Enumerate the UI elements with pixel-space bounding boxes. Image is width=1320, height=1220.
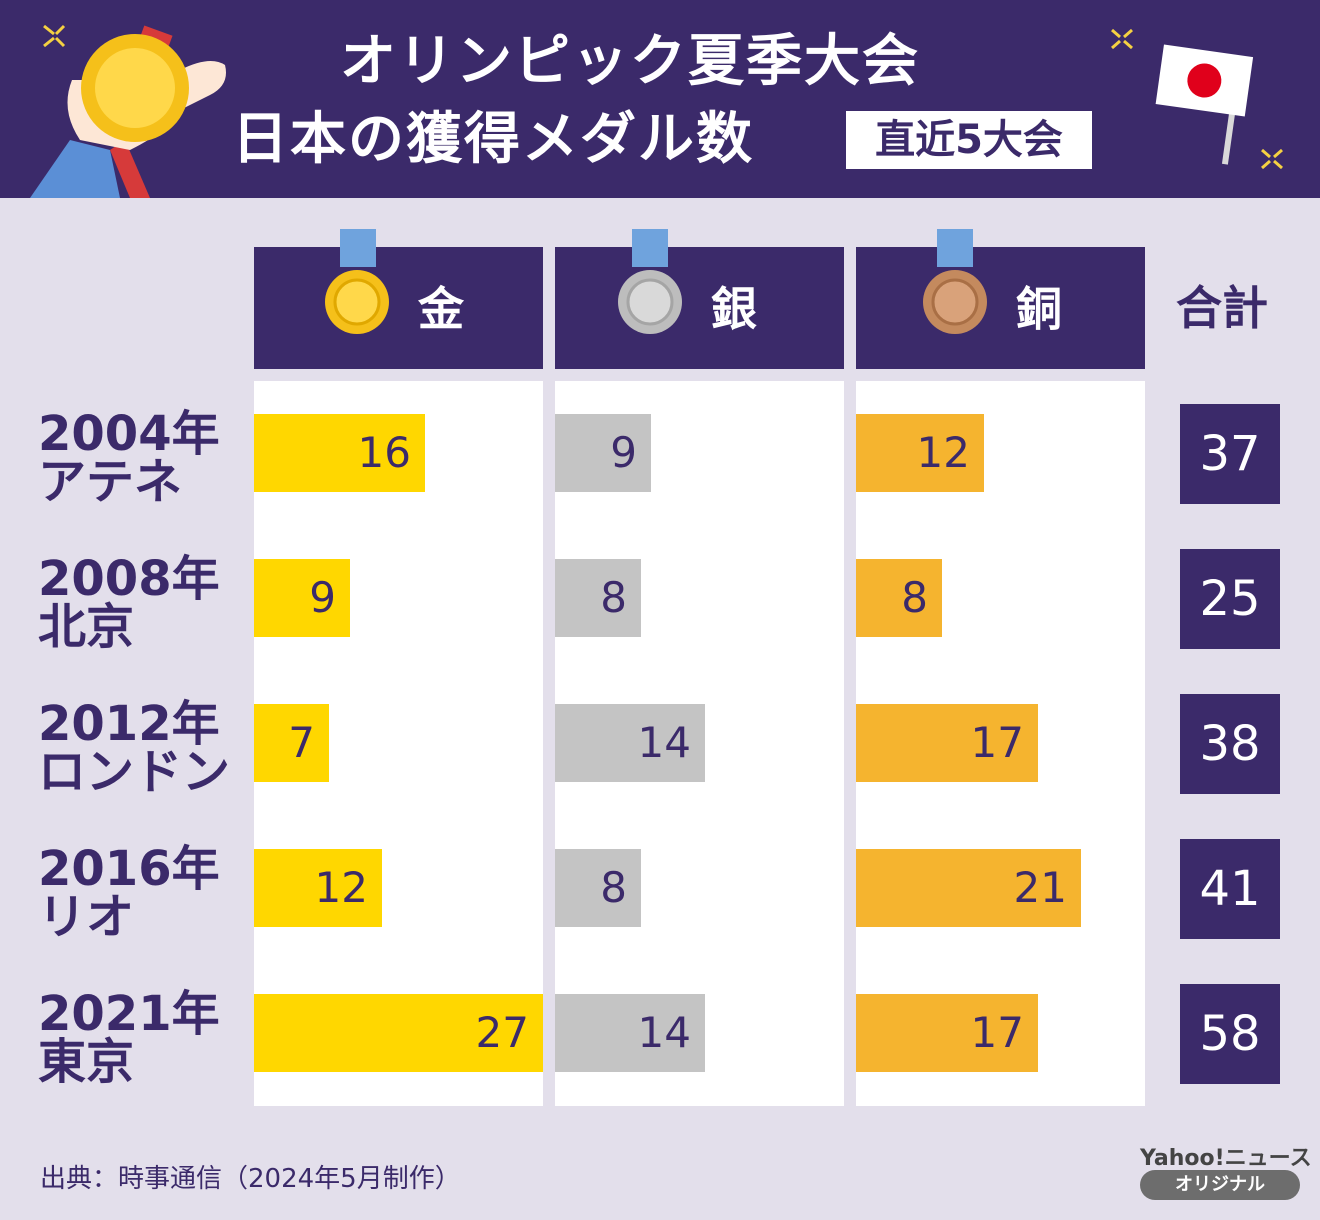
hand-with-medal-icon	[30, 25, 226, 198]
yahoo-news-logo: Yahoo!ニュース	[1140, 1146, 1312, 1171]
bronze-bar: 17	[856, 994, 1038, 1072]
row-year: 2021年	[38, 986, 220, 1042]
row-label-2008: 2008年 北京	[38, 555, 220, 651]
gold-bar: 16	[254, 414, 425, 492]
title-line-1: オリンピック夏季大会	[340, 29, 920, 94]
silver-bar: 14	[555, 704, 705, 782]
total-2004: 37	[1180, 404, 1280, 504]
silver-bar-column: 9 8 14 8 14	[555, 381, 844, 1106]
bronze-medal-icon	[923, 270, 987, 334]
row-label-2012: 2012年 ロンドン	[38, 700, 230, 796]
header-illustration	[30, 24, 1283, 198]
row-year: 2012年	[38, 696, 220, 752]
column-label-bronze: 銅	[1016, 282, 1062, 336]
row-city: ロンドン	[38, 744, 231, 800]
row-year: 2008年	[38, 551, 220, 607]
bronze-bar: 8	[856, 559, 942, 637]
gold-bar: 12	[254, 849, 382, 927]
bronze-bar: 17	[856, 704, 1038, 782]
column-header-bronze: 銅	[856, 229, 1145, 369]
column-label-silver: 銀	[711, 282, 757, 336]
row-year: 2004年	[38, 406, 220, 462]
silver-bar: 14	[555, 994, 705, 1072]
gold-bar: 7	[254, 704, 329, 782]
row-city: アテネ	[38, 454, 183, 510]
header-banner: オリンピック夏季大会 日本の獲得メダル数 直近5大会	[0, 0, 1320, 198]
gold-medal-icon	[325, 270, 389, 334]
gold-bar: 27	[254, 994, 543, 1072]
bronze-bar: 21	[856, 849, 1081, 927]
japan-flag-icon	[1155, 44, 1254, 165]
total-2008: 25	[1180, 549, 1280, 649]
row-label-2016: 2016年 リオ	[38, 845, 220, 941]
gold-bar-column: 16 9 7 12 27	[254, 381, 543, 1106]
original-badge: オリジナル	[1140, 1170, 1300, 1200]
total-2016: 41	[1180, 839, 1280, 939]
title-line-2: 日本の獲得メダル数	[232, 107, 754, 172]
total-2021: 58	[1180, 984, 1280, 1084]
silver-bar: 8	[555, 559, 641, 637]
bronze-bar-column: 12 8 17 21 17	[856, 381, 1145, 1106]
silver-bar: 9	[555, 414, 651, 492]
sparkle-icon	[43, 24, 1283, 170]
bronze-bar: 12	[856, 414, 984, 492]
column-label-gold: 金	[418, 282, 464, 336]
silver-bar: 8	[555, 849, 641, 927]
row-city: リオ	[38, 889, 135, 945]
ribbon-icon	[937, 229, 973, 267]
row-year: 2016年	[38, 841, 220, 897]
source-note: 出典：時事通信（2024年5月制作）	[40, 1164, 461, 1194]
total-header: 合計	[1176, 281, 1268, 335]
gold-bar: 9	[254, 559, 350, 637]
column-header-gold: 金	[254, 229, 543, 369]
ribbon-icon	[632, 229, 668, 267]
row-label-2004: 2004年 アテネ	[38, 410, 220, 506]
row-city: 北京	[38, 599, 135, 655]
recent-5-games-badge: 直近5大会	[846, 111, 1092, 169]
column-header-silver: 銀	[555, 229, 844, 369]
row-city: 東京	[38, 1034, 135, 1090]
row-label-2021: 2021年 東京	[38, 990, 220, 1086]
ribbon-icon	[340, 229, 376, 267]
total-2012: 38	[1180, 694, 1280, 794]
silver-medal-icon	[618, 270, 682, 334]
